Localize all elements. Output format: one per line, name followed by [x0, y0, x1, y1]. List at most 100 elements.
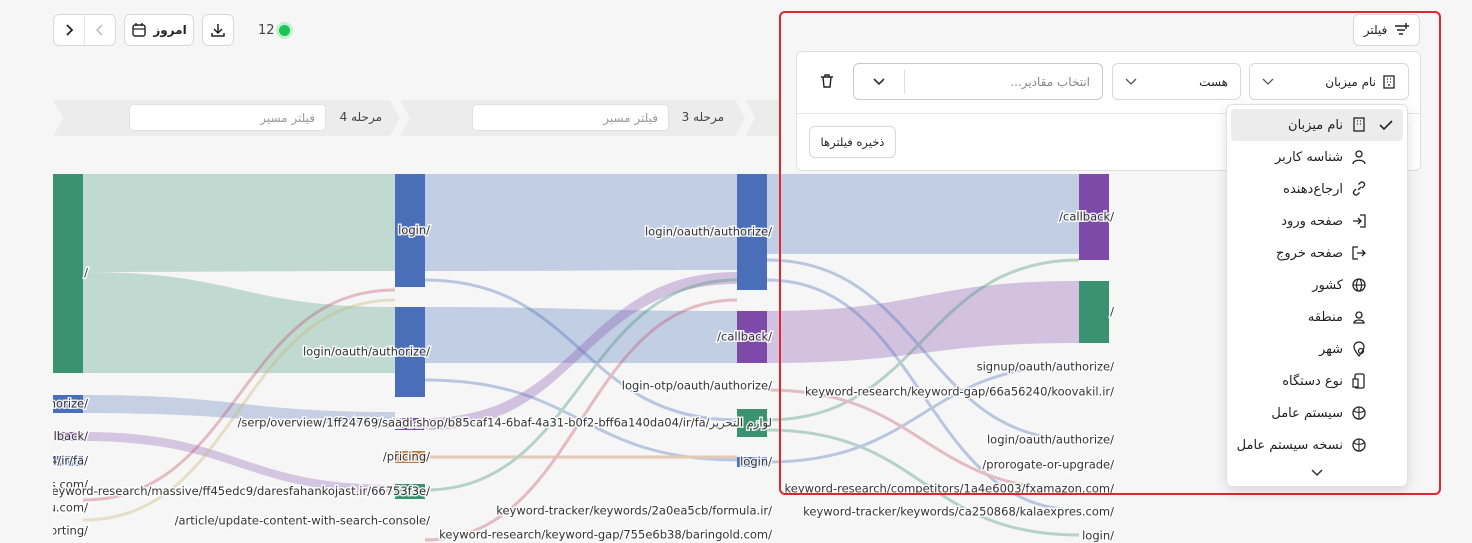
flows — [82, 174, 1080, 542]
sankey-node — [53, 174, 83, 373]
node-label: /pricing/ — [383, 450, 430, 464]
calendar-icon — [132, 23, 147, 37]
live-dot — [278, 24, 290, 36]
option-icon — [1352, 406, 1366, 420]
operator-select[interactable]: هست — [1112, 63, 1241, 100]
field-value: نام میزبان — [1325, 74, 1376, 89]
field-dropdown: نام میزبان شناسه کاربر ارجاع‌دهنده صفحه ورو… — [1226, 104, 1408, 487]
node-label: / — [1110, 305, 1114, 319]
flow — [83, 174, 395, 272]
field-select[interactable]: نام میزبان — [1249, 63, 1409, 100]
dropdown-option[interactable]: منطقه — [1231, 301, 1403, 333]
dropdown-option[interactable]: ارجاع‌دهنده — [1231, 173, 1403, 205]
sankey-node — [737, 311, 767, 363]
save-label: ذخیره فیلترها — [820, 135, 885, 149]
option-icon — [1352, 181, 1366, 196]
option-icon — [1352, 246, 1366, 260]
node-label: keyword-research/massive/ff45edc9/daresf… — [45, 484, 430, 498]
option-icon — [1352, 373, 1365, 389]
sankey-node — [737, 409, 767, 437]
check-icon — [1379, 120, 1393, 131]
divider — [797, 113, 1420, 114]
node-label: login/ — [398, 223, 430, 237]
node-label: signup/oauth/authorize/ — [977, 360, 1114, 374]
placeholder: فیلتر مسیر — [603, 110, 658, 125]
flow — [766, 278, 1080, 512]
prev-button[interactable] — [85, 15, 115, 45]
sankey-node — [395, 307, 425, 397]
option-label: شهر — [1318, 341, 1343, 357]
stage-band — [745, 100, 780, 136]
flow — [767, 174, 1079, 254]
node-label: horize/ — [49, 397, 88, 411]
option-label: نام میزبان — [1288, 117, 1343, 133]
option-label: ارجاع‌دهنده — [1283, 181, 1343, 197]
scroll-down[interactable] — [1311, 469, 1323, 477]
download-button[interactable] — [202, 14, 234, 46]
option-icon — [1352, 278, 1366, 292]
live-visitors: 12 — [258, 21, 290, 39]
highlight-frame — [779, 11, 1441, 495]
node-label: /callback/ — [717, 330, 772, 344]
node-label: /serp/overview/1ff24769/saadi.shop/b85ca… — [237, 416, 772, 431]
dropdown-option[interactable]: شهر — [1231, 333, 1403, 365]
node-label: keyword-research/competitors/1a4e6003/fx… — [785, 482, 1115, 496]
option-icon — [1353, 311, 1365, 324]
sankey-node — [395, 174, 425, 287]
dropdown-option[interactable]: کشور — [1231, 269, 1403, 301]
path-filter-input[interactable]: فیلتر مسیر — [472, 104, 669, 131]
next-button[interactable] — [54, 15, 85, 45]
values-select[interactable]: انتخاب مقادیر... — [853, 63, 1103, 100]
dropdown-option[interactable]: نام میزبان — [1231, 109, 1403, 141]
node-label: login/ — [1082, 529, 1114, 543]
stage-label: مرحله 3 — [681, 110, 724, 124]
sankey-node — [1079, 174, 1109, 260]
option-label: شناسه کاربر — [1275, 149, 1343, 165]
today-button[interactable]: امروز — [124, 14, 194, 46]
option-icon — [1352, 150, 1366, 165]
filter-button-label: فیلتر — [1363, 23, 1388, 37]
option-icon — [1353, 341, 1365, 357]
flow — [424, 278, 738, 422]
dropdown-option[interactable]: صفحه خروج — [1231, 237, 1403, 269]
node-label: /callback/ — [375, 417, 430, 431]
flow — [425, 307, 737, 363]
live-count: 12 — [258, 22, 275, 38]
node-label: /callback/ — [1059, 210, 1114, 224]
sankey-node — [737, 457, 767, 467]
node-label: keyword-research/keyword-gap/66a56240/ko… — [805, 385, 1114, 399]
option-label: صفحه ورود — [1281, 213, 1343, 229]
dropdown-option[interactable]: نسخه سیستم عامل — [1231, 429, 1403, 461]
flow — [424, 378, 738, 462]
node-label: / — [84, 266, 88, 280]
node-label: s.com/ — [50, 478, 88, 492]
save-filters-button[interactable]: ذخیره فیلترها — [809, 126, 896, 158]
flow — [767, 281, 1079, 363]
node-label: keyword-tracker/keywords/ca250868/kalaex… — [803, 505, 1114, 519]
dropdown-option[interactable]: صفحه ورود — [1231, 205, 1403, 237]
values-placeholder: انتخاب مقادیر... — [1010, 74, 1090, 89]
placeholder: فیلتر مسیر — [260, 110, 315, 125]
filter-button[interactable]: فیلتر — [1353, 14, 1420, 46]
option-label: صفحه خروج — [1276, 245, 1343, 261]
operator-value: هست — [1199, 74, 1228, 89]
node-label: keyword-research/keyword-gap/755e6b38/ba… — [439, 528, 772, 542]
dropdown-option[interactable]: نوع دستگاه — [1231, 365, 1403, 397]
path-filter-input[interactable]: فیلتر مسیر — [129, 104, 326, 131]
delete-button[interactable] — [819, 73, 835, 89]
dropdown-option[interactable]: سیستم عامل — [1231, 397, 1403, 429]
option-label: سیستم عامل — [1271, 405, 1343, 421]
flow — [83, 395, 395, 424]
dropdown-option[interactable]: شناسه کاربر — [1231, 141, 1403, 173]
node-label: login-otp/oauth/authorize/ — [622, 379, 772, 393]
node-label: login/oauth/authorize/ — [303, 345, 430, 359]
node-label: 4/ir/fa/ — [50, 454, 88, 468]
sankey-node — [395, 418, 425, 430]
sankey-node — [1079, 281, 1109, 343]
option-label: کشور — [1312, 277, 1343, 293]
flow — [766, 428, 1080, 537]
node-label: login/ — [740, 455, 772, 469]
flow — [82, 298, 396, 522]
